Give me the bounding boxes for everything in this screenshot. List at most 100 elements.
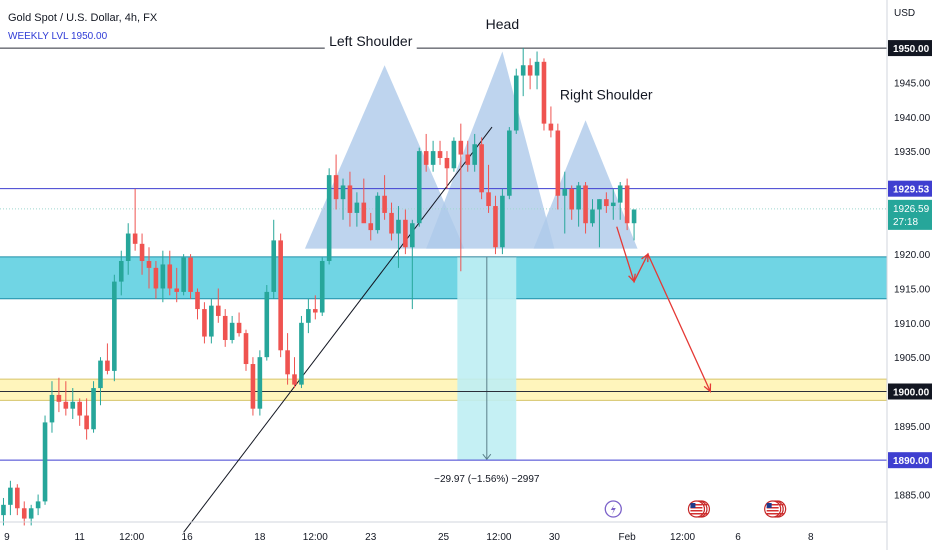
annotation-right-shoulder: Right Shoulder [560, 87, 653, 103]
candle-body [347, 185, 353, 213]
zone-resistance-1900 [0, 379, 887, 401]
candle-body [243, 333, 249, 365]
level-tag [888, 452, 932, 469]
level-tag [888, 383, 932, 400]
candle-body [264, 291, 270, 358]
candle-body [118, 261, 124, 282]
time-tick: 12:00 [486, 532, 511, 543]
candle-body [70, 401, 76, 409]
candle-body [285, 350, 290, 375]
candle-body [389, 212, 394, 234]
candle-body [42, 422, 48, 502]
candle-body [583, 185, 588, 224]
candle-body [562, 188, 568, 196]
level-tag-value: 1900.00 [893, 388, 930, 399]
price-tick: 1935.00 [894, 147, 931, 158]
flag-stripe [690, 510, 703, 512]
time-tick: 11 [74, 532, 85, 543]
time-tick: 6 [735, 532, 741, 543]
candle-body [361, 202, 367, 224]
time-tick: 12:00 [303, 532, 328, 543]
flag-stripe [766, 513, 779, 515]
candle-body [555, 130, 561, 196]
pattern-head [426, 51, 555, 249]
time-tick: 16 [182, 532, 194, 543]
price-tick: 1895.00 [894, 422, 931, 433]
zone-support [0, 256, 887, 299]
candle-body [576, 185, 581, 210]
price-tick: 1885.00 [894, 491, 931, 502]
candle-body [15, 487, 20, 509]
candle-body [430, 151, 436, 165]
candle-body [160, 264, 166, 289]
candle-body [486, 192, 491, 207]
price-tick: 1940.00 [894, 113, 931, 124]
candle-body [340, 185, 346, 200]
candle-body [1, 504, 6, 516]
annotation-left-shoulder: Left Shoulder [329, 33, 413, 49]
price-tick: 1945.00 [894, 78, 931, 89]
time-tick: 18 [254, 532, 266, 543]
candle-body [202, 309, 207, 337]
candle-body [250, 364, 256, 409]
candle-body [299, 322, 304, 385]
candle-body [610, 202, 616, 207]
level-tag [888, 180, 932, 197]
candle-body [278, 240, 283, 351]
candle-body [21, 508, 27, 519]
candle-body [292, 374, 297, 385]
trendline [183, 126, 493, 533]
candle-body [396, 219, 401, 234]
candle-body [520, 65, 526, 76]
candle-body [28, 508, 34, 519]
candle-body [465, 154, 471, 165]
time-tick: 12:00 [670, 532, 695, 543]
flag-stripe [690, 513, 703, 515]
candle-body [590, 209, 595, 224]
flag-stripe [690, 507, 703, 509]
time-tick: Feb [619, 532, 637, 543]
candle-body [444, 157, 450, 169]
flag-stripe [766, 507, 779, 509]
flag-canton [690, 503, 696, 508]
candle-body [236, 322, 242, 334]
candle-countdown: 27:18 [893, 217, 918, 228]
time-tick: 30 [549, 532, 561, 543]
candle-body [507, 130, 512, 196]
candle-body [354, 202, 360, 213]
candle-body [257, 357, 263, 409]
candle-body [271, 240, 277, 292]
candle-body [222, 315, 228, 340]
candle-body [479, 144, 484, 193]
candle-body [534, 61, 540, 76]
candle-body [112, 281, 117, 371]
candle-body [500, 195, 505, 248]
annotation-bg [324, 34, 417, 51]
candle-body [49, 394, 55, 423]
candle-body [624, 185, 630, 224]
candle-body [451, 140, 457, 169]
candle-body [569, 188, 574, 210]
candle-body [84, 415, 89, 430]
level-tag-value: 1929.53 [893, 185, 930, 196]
pattern-left-shoulder [304, 65, 465, 249]
symbol-title: Gold Spot / U.S. Dollar, 4h, FX [8, 12, 158, 24]
time-tick: 23 [365, 532, 377, 543]
candle-body [105, 360, 110, 371]
candle-body [8, 487, 13, 505]
candle-body [63, 401, 69, 409]
candle-body [229, 322, 235, 340]
candle-body [125, 233, 131, 261]
candle-body [631, 209, 637, 224]
candle-body [56, 394, 62, 402]
candle-body [493, 206, 498, 248]
candle-body [91, 388, 96, 430]
level-tag [888, 40, 932, 57]
weekly-level-label: WEEKLY LVL 1950.00 [8, 31, 108, 42]
candle-body [416, 151, 422, 224]
time-tick: 9 [4, 532, 10, 543]
candle-body [513, 75, 519, 131]
flag-canton [766, 503, 772, 508]
